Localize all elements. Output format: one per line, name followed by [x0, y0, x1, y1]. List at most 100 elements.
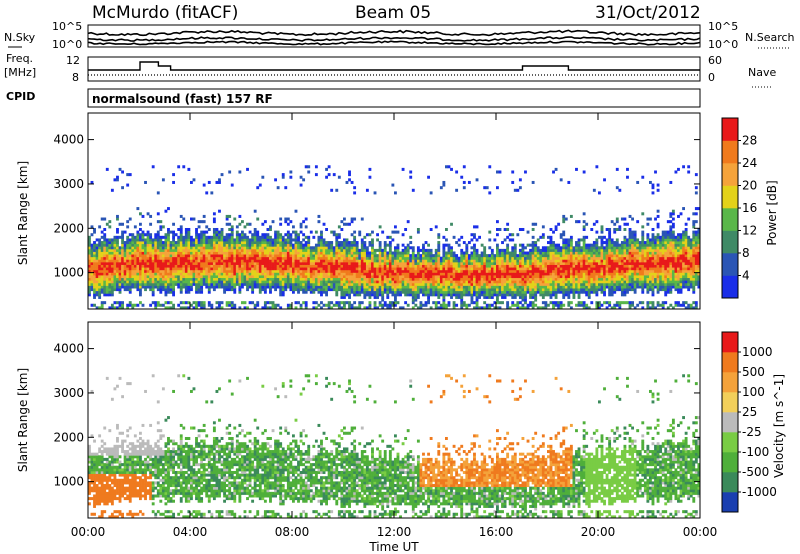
power-cell — [432, 293, 436, 297]
power-cell — [309, 290, 313, 294]
power-cell — [483, 267, 487, 271]
power-cell — [350, 246, 354, 250]
power-cell — [467, 275, 471, 279]
power-cell — [302, 269, 306, 273]
power-cell — [304, 264, 308, 268]
power-cell — [376, 256, 379, 260]
power-cell — [126, 251, 130, 255]
power-cell — [190, 246, 193, 250]
power-cell — [518, 259, 522, 263]
power-cell — [110, 238, 114, 242]
power-cell — [437, 267, 441, 271]
power-cell — [105, 264, 109, 268]
power-cell — [202, 246, 206, 250]
power-cell — [279, 241, 283, 245]
power-cell — [121, 267, 124, 271]
power-cell — [192, 259, 196, 263]
power-cell — [450, 261, 453, 265]
power-cell — [266, 280, 270, 284]
power-cell — [286, 280, 290, 284]
power-cell — [103, 272, 107, 276]
power-cell — [605, 277, 609, 281]
power-cell — [159, 275, 163, 279]
power-cell — [360, 288, 364, 292]
power-cell — [325, 272, 328, 276]
power-cell — [218, 306, 221, 310]
power-cell — [195, 259, 198, 263]
power-cell — [513, 248, 517, 252]
power-cell — [345, 251, 349, 255]
power-cell — [309, 280, 313, 284]
power-cell — [136, 264, 140, 268]
power-cell — [603, 261, 606, 265]
power-cell — [322, 261, 326, 265]
power-cell — [603, 256, 606, 260]
power-cell — [549, 293, 553, 297]
power-cell — [567, 256, 571, 260]
power-cell — [376, 238, 379, 242]
power-cell — [110, 277, 114, 281]
power-cell — [212, 288, 216, 292]
power-cell — [322, 256, 326, 260]
power-cell — [473, 272, 476, 276]
power-cell — [368, 251, 372, 255]
power-cell — [557, 290, 561, 294]
power-cell — [297, 269, 300, 273]
power-cell — [536, 275, 540, 279]
power-cell — [317, 251, 321, 255]
power-cell — [450, 267, 453, 271]
power-cell — [549, 282, 553, 286]
power-cell — [610, 220, 614, 224]
power-cell — [276, 285, 280, 289]
power-cell — [414, 295, 418, 299]
power-cell — [465, 243, 469, 247]
power-cell — [450, 285, 453, 289]
power-cell — [88, 272, 91, 276]
date-title: 31/Oct/2012 — [595, 3, 701, 23]
power-cell — [212, 227, 216, 231]
power-cell — [322, 277, 326, 281]
power-cell — [462, 301, 466, 305]
power-cell — [161, 282, 165, 286]
power-cell — [325, 280, 328, 284]
power-cell — [345, 269, 349, 273]
power-cell — [274, 277, 277, 281]
power-cell — [271, 272, 275, 276]
power-cell — [302, 220, 306, 224]
power-cell — [539, 275, 543, 279]
power-cell — [253, 303, 257, 307]
power-cell — [90, 254, 94, 258]
power-cell — [212, 233, 216, 237]
power-cell — [475, 261, 479, 265]
power-cell — [93, 269, 96, 273]
power-cell — [113, 254, 117, 258]
power-cell — [485, 267, 489, 271]
power-cell — [401, 290, 405, 294]
power-cell — [411, 246, 415, 250]
power-cell — [526, 280, 530, 284]
power-cell — [605, 264, 609, 268]
power-cell — [235, 272, 239, 276]
power-cell — [105, 290, 109, 294]
power-cell — [154, 306, 158, 310]
power-cell — [353, 238, 357, 242]
power-cell — [128, 272, 132, 276]
power-cell — [462, 303, 466, 307]
power-cell — [210, 282, 214, 286]
power-cell — [320, 272, 323, 276]
power-cell — [281, 269, 285, 273]
power-cell — [304, 301, 308, 305]
power-cell — [312, 275, 316, 279]
power-cell — [368, 277, 372, 281]
power-cell — [215, 248, 219, 252]
power-cell — [401, 167, 405, 171]
power-cell — [294, 256, 298, 260]
power-cell — [475, 238, 479, 242]
power-cell — [406, 290, 410, 294]
power-cell — [490, 277, 494, 281]
power-cell — [320, 293, 323, 297]
power-cell — [478, 285, 481, 289]
power-cell — [447, 254, 451, 258]
power-cell — [286, 256, 290, 260]
power-cell — [307, 246, 311, 250]
